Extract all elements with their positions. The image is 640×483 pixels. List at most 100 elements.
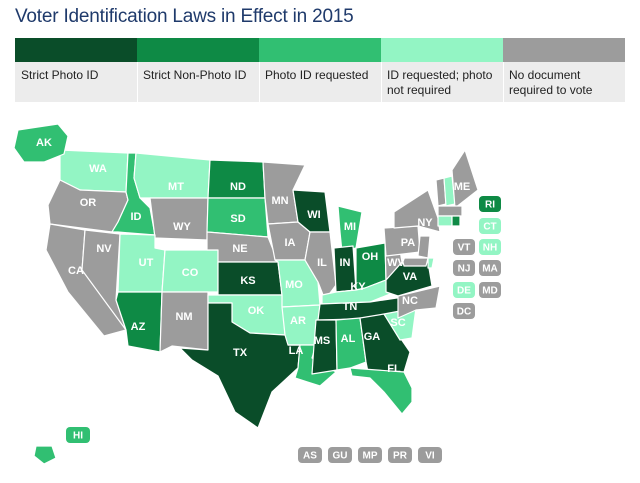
territory-mp[interactable]: MP bbox=[358, 447, 382, 463]
badge-label: MA bbox=[482, 264, 498, 275]
state-label-ms: MS bbox=[314, 335, 331, 347]
legend-divider bbox=[259, 62, 260, 102]
state-label-tn: TN bbox=[343, 301, 358, 313]
state-label-il: IL bbox=[317, 257, 327, 269]
state-label-wi: WI bbox=[307, 209, 320, 221]
state-label-in: IN bbox=[340, 257, 351, 269]
state-label-co: CO bbox=[182, 267, 199, 279]
state-label-mi: MI bbox=[344, 221, 356, 233]
legend-label: ID requested; photo not required bbox=[381, 62, 503, 102]
state-label-me: ME bbox=[454, 181, 471, 193]
state-label-nc: NC bbox=[402, 295, 418, 307]
state-label-sd: SD bbox=[230, 213, 245, 225]
state-label-pa: PA bbox=[401, 237, 416, 249]
state-hi[interactable] bbox=[33, 445, 57, 465]
badge-ma[interactable]: MA bbox=[479, 260, 501, 276]
state-label-sc: SC bbox=[390, 317, 405, 329]
state-label-wv: WV bbox=[387, 257, 405, 269]
badge-ri[interactable]: RI bbox=[479, 196, 501, 212]
territory-label: GU bbox=[333, 451, 348, 462]
state-label-mn: MN bbox=[271, 195, 288, 207]
state-label-nd: ND bbox=[230, 181, 246, 193]
badge-label: RI bbox=[485, 200, 495, 211]
territory-vi[interactable]: VI bbox=[418, 447, 442, 463]
state-label-fl: FL bbox=[387, 363, 401, 375]
state-nm[interactable] bbox=[159, 291, 209, 353]
legend-divider bbox=[503, 62, 504, 102]
state-label-ar: AR bbox=[290, 315, 306, 327]
territory-gu[interactable]: GU bbox=[328, 447, 352, 463]
state-label-ks: KS bbox=[240, 275, 255, 287]
state-label-ga: GA bbox=[364, 331, 381, 343]
badge-de[interactable]: DE bbox=[453, 282, 475, 298]
state-fl[interactable] bbox=[349, 367, 413, 415]
state-label-ak: AK bbox=[36, 137, 52, 149]
state-label-mt: MT bbox=[168, 181, 184, 193]
badge-label: NJ bbox=[458, 264, 471, 275]
badge-label: DC bbox=[457, 307, 471, 318]
state-label-va: VA bbox=[403, 271, 418, 283]
state-ny[interactable] bbox=[393, 189, 441, 233]
territory-label: AS bbox=[303, 451, 317, 462]
state-nj[interactable] bbox=[417, 235, 431, 259]
badge-label: DE bbox=[457, 286, 471, 297]
legend-swatch-id-requested bbox=[381, 38, 503, 62]
badge-label: MD bbox=[482, 286, 498, 297]
legend-swatch-no-document bbox=[503, 38, 625, 62]
state-label-mo: MO bbox=[285, 279, 303, 291]
legend-label: Photo ID requested bbox=[259, 62, 381, 102]
state-label-nv: NV bbox=[96, 243, 112, 255]
badge-label: VT bbox=[458, 243, 471, 254]
badge-nh[interactable]: NH bbox=[479, 239, 501, 255]
state-ct[interactable] bbox=[437, 215, 453, 227]
state-label-al: AL bbox=[341, 333, 356, 345]
badge-dc[interactable]: DC bbox=[453, 303, 475, 319]
state-label-ut: UT bbox=[139, 257, 154, 269]
badge-nj[interactable]: NJ bbox=[453, 260, 475, 276]
legend-swatch-photo-requested bbox=[259, 38, 381, 62]
state-tx[interactable] bbox=[179, 302, 301, 429]
page-title: Voter Identification Laws in Effect in 2… bbox=[15, 6, 354, 27]
state-label-ca: CA bbox=[68, 265, 84, 277]
state-wy[interactable] bbox=[149, 197, 209, 241]
state-label-az: AZ bbox=[131, 321, 146, 333]
legend-label: Strict Non-Photo ID bbox=[137, 62, 259, 102]
badge-md[interactable]: MD bbox=[479, 282, 501, 298]
state-label-ky: KY bbox=[350, 281, 366, 293]
legend-label: Strict Photo ID bbox=[15, 62, 137, 102]
territory-label: MP bbox=[363, 451, 378, 462]
state-label-oh: OH bbox=[362, 251, 379, 263]
state-md[interactable] bbox=[401, 257, 429, 267]
badge-ct[interactable]: CT bbox=[479, 218, 501, 234]
state-label-or: OR bbox=[80, 197, 97, 209]
state-label-wa: WA bbox=[89, 163, 107, 175]
territory-as[interactable]: AS bbox=[298, 447, 322, 463]
legend-swatch-strict-nonphoto bbox=[137, 38, 259, 62]
territory-label: PR bbox=[393, 451, 408, 462]
badge-label: CT bbox=[483, 222, 496, 233]
territory-label: VI bbox=[425, 451, 435, 462]
state-de[interactable] bbox=[427, 257, 435, 269]
state-ak[interactable] bbox=[13, 123, 69, 163]
state-label-tx: TX bbox=[233, 347, 248, 359]
badge-hi[interactable]: HI bbox=[66, 427, 90, 443]
badge-label: NH bbox=[483, 243, 497, 254]
legend: Strict Photo ID Strict Non-Photo ID Phot… bbox=[15, 38, 625, 102]
state-label-la: LA bbox=[289, 345, 304, 357]
state-label-id: ID bbox=[131, 211, 142, 223]
state-al[interactable] bbox=[335, 317, 367, 371]
state-ma[interactable] bbox=[437, 205, 463, 217]
state-nc[interactable] bbox=[397, 285, 441, 319]
state-me[interactable] bbox=[451, 149, 479, 209]
state-label-nm: NM bbox=[175, 311, 192, 323]
state-ri[interactable] bbox=[451, 215, 461, 227]
badge-vt[interactable]: VT bbox=[453, 239, 475, 255]
territory-pr[interactable]: PR bbox=[388, 447, 412, 463]
legend-label: No document required to vote bbox=[503, 62, 625, 102]
state-label-ne: NE bbox=[232, 243, 247, 255]
legend-divider bbox=[381, 62, 382, 102]
state-ms[interactable] bbox=[311, 319, 338, 375]
legend-divider bbox=[137, 62, 138, 102]
state-label-ny: NY bbox=[417, 217, 433, 229]
